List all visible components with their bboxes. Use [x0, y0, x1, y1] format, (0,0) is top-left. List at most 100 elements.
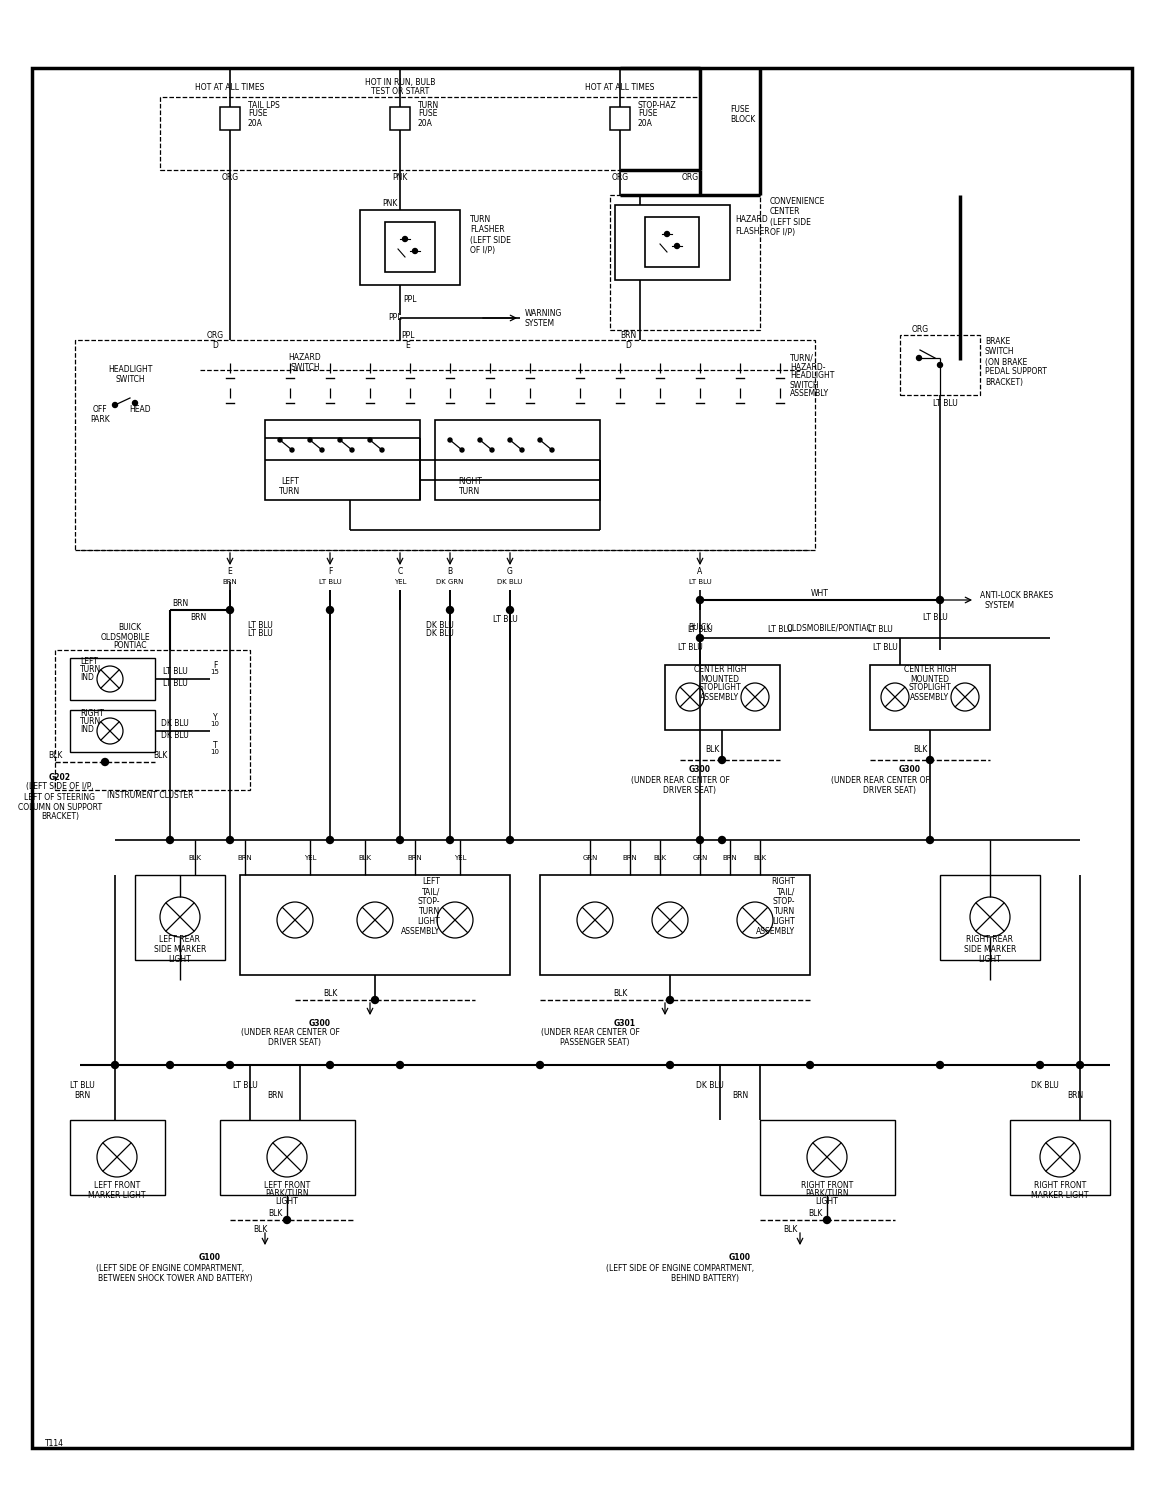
Text: PPL: PPL — [402, 330, 414, 339]
Text: BRN: BRN — [1067, 1090, 1084, 1099]
Circle shape — [166, 1062, 173, 1068]
Text: STOP-HAZ: STOP-HAZ — [638, 101, 676, 110]
Text: RIGHT FRONT: RIGHT FRONT — [1034, 1181, 1086, 1190]
Text: ORG: ORG — [221, 174, 239, 183]
Text: TURN: TURN — [774, 907, 795, 916]
Bar — [645, 216, 700, 267]
Bar — [610, 195, 760, 330]
Text: BRN: BRN — [732, 1090, 748, 1099]
Bar — [385, 222, 435, 272]
Text: BRN: BRN — [267, 1090, 283, 1099]
Circle shape — [927, 837, 934, 844]
Text: INSTRUMENT CLUSTER: INSTRUMENT CLUSTER — [107, 790, 193, 799]
Circle shape — [113, 403, 118, 407]
Text: (LEFT SIDE: (LEFT SIDE — [470, 236, 511, 245]
Circle shape — [447, 837, 454, 844]
Circle shape — [403, 236, 407, 242]
Text: ASSEMBLY: ASSEMBLY — [701, 692, 739, 701]
Bar — [435, 421, 599, 500]
Circle shape — [350, 448, 354, 452]
Text: PONTIAC: PONTIAC — [113, 641, 147, 650]
Text: TURN: TURN — [419, 907, 440, 916]
Text: BLK: BLK — [753, 855, 767, 861]
Circle shape — [537, 1062, 544, 1068]
Circle shape — [490, 448, 494, 452]
Text: (LEFT SIDE OF I/P,: (LEFT SIDE OF I/P, — [26, 783, 94, 792]
Text: BLK: BLK — [612, 988, 627, 997]
Text: OFF: OFF — [93, 406, 107, 415]
Text: BLK: BLK — [808, 1209, 822, 1218]
Text: LT BLU: LT BLU — [233, 1080, 257, 1089]
Text: LIGHT: LIGHT — [417, 918, 440, 927]
Text: STOPLIGHT: STOPLIGHT — [698, 683, 741, 692]
Text: G301: G301 — [613, 1018, 636, 1027]
Text: F: F — [328, 568, 332, 577]
Text: YEL: YEL — [454, 855, 467, 861]
Text: YEL: YEL — [393, 578, 406, 584]
Text: ORG: ORG — [681, 174, 698, 183]
Text: BRACKET): BRACKET) — [41, 813, 79, 822]
Text: BRN: BRN — [222, 578, 237, 584]
Text: STOP-: STOP- — [418, 898, 440, 907]
Text: FUSE: FUSE — [638, 110, 658, 119]
Text: SYSTEM: SYSTEM — [985, 601, 1015, 610]
Text: T114: T114 — [45, 1439, 64, 1448]
Text: TURN: TURN — [418, 101, 439, 110]
Circle shape — [368, 439, 372, 442]
Text: D: D — [625, 341, 631, 350]
Text: BEHIND BATTERY): BEHIND BATTERY) — [670, 1274, 739, 1283]
Text: PPL: PPL — [403, 296, 417, 305]
Text: G300: G300 — [689, 766, 711, 775]
Text: LT BLU: LT BLU — [319, 578, 341, 584]
Text: BRN: BRN — [620, 330, 636, 339]
Text: LEFT: LEFT — [80, 658, 98, 667]
Text: MOUNTED: MOUNTED — [910, 674, 950, 683]
Text: LEFT FRONT: LEFT FRONT — [94, 1181, 140, 1190]
Bar — [220, 1120, 355, 1196]
Bar — [70, 658, 155, 700]
Text: DRIVER SEAT): DRIVER SEAT) — [864, 786, 916, 795]
Text: OLDSMOBILE/PONTIAC: OLDSMOBILE/PONTIAC — [787, 623, 873, 632]
Text: SWITCH: SWITCH — [790, 380, 819, 389]
Circle shape — [1077, 1062, 1084, 1068]
Text: C: C — [397, 568, 403, 577]
Text: E: E — [405, 341, 411, 350]
Circle shape — [696, 837, 703, 844]
Bar — [390, 107, 410, 131]
Text: BRN: BRN — [623, 855, 638, 861]
Text: LEFT: LEFT — [281, 478, 299, 487]
Text: WARNING: WARNING — [525, 309, 562, 318]
Text: PPL: PPL — [389, 314, 402, 323]
Text: HEAD: HEAD — [129, 406, 151, 415]
Circle shape — [696, 634, 703, 641]
Bar — [540, 876, 810, 975]
Text: SWITCH: SWITCH — [115, 376, 144, 385]
Text: D: D — [212, 341, 218, 350]
Text: ASSEMBLY: ASSEMBLY — [910, 692, 950, 701]
Text: BLK: BLK — [913, 745, 928, 754]
Text: BLOCK: BLOCK — [730, 116, 755, 125]
Text: G100: G100 — [199, 1254, 221, 1263]
Circle shape — [674, 243, 680, 248]
Text: HOT IN RUN, BULB: HOT IN RUN, BULB — [364, 78, 435, 87]
Text: ORG: ORG — [611, 174, 629, 183]
Text: GRN: GRN — [582, 855, 597, 861]
Text: BLK: BLK — [322, 988, 338, 997]
Circle shape — [937, 596, 944, 604]
Text: DK BLU: DK BLU — [161, 730, 189, 739]
Circle shape — [916, 356, 922, 360]
Text: BLK: BLK — [705, 745, 719, 754]
Text: ASSEMBLY: ASSEMBLY — [755, 928, 795, 937]
Circle shape — [326, 1062, 334, 1068]
Text: OF I/P): OF I/P) — [771, 227, 795, 236]
Bar — [135, 876, 225, 960]
Circle shape — [538, 439, 542, 442]
Circle shape — [937, 362, 943, 368]
Text: (LEFT SIDE OF ENGINE COMPARTMENT,: (LEFT SIDE OF ENGINE COMPARTMENT, — [606, 1263, 754, 1272]
Text: HOT AT ALL TIMES: HOT AT ALL TIMES — [585, 83, 654, 92]
Text: CENTER HIGH: CENTER HIGH — [903, 665, 957, 674]
Text: PASSENGER SEAT): PASSENGER SEAT) — [560, 1038, 630, 1047]
Text: 15: 15 — [211, 668, 220, 674]
Text: (UNDER REAR CENTER OF: (UNDER REAR CENTER OF — [540, 1029, 639, 1038]
Text: LT BLU: LT BLU — [867, 625, 893, 634]
